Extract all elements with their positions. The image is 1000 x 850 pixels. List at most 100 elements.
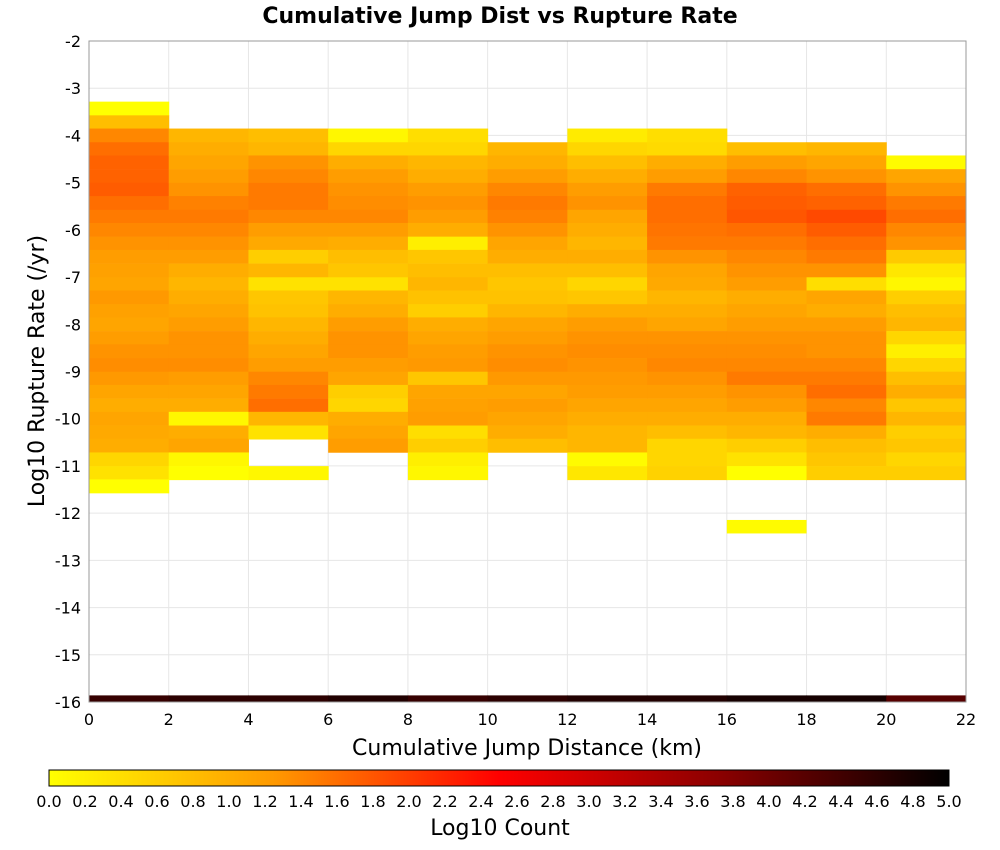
heatmap-cell [647, 331, 728, 346]
heatmap-cell [168, 263, 249, 278]
heatmap-cell [726, 290, 808, 305]
heatmap-cell [647, 304, 728, 319]
heatmap-cell [168, 128, 249, 143]
heatmap-cell [726, 452, 808, 467]
heatmap-cell [487, 411, 568, 426]
heatmap-cell [567, 695, 648, 702]
heatmap-cell [487, 182, 568, 197]
heatmap-cell [647, 290, 728, 305]
heatmap-cell [407, 384, 489, 399]
colorbar-tick-label: 3.0 [576, 792, 601, 811]
heatmap-cell [806, 452, 887, 467]
heatmap-cell [407, 304, 489, 319]
heatmap-cell [726, 425, 808, 440]
heatmap-cell [886, 344, 967, 359]
heatmap-cell [248, 155, 329, 170]
heatmap-cell [248, 142, 329, 157]
heatmap-cell [806, 358, 887, 372]
heatmap-cell [407, 398, 489, 413]
heatmap-cell [647, 398, 728, 413]
heatmap-cell [487, 209, 568, 224]
heatmap-cell [886, 155, 967, 170]
y-tick-label: -16 [55, 693, 81, 712]
colorbar-tick-label: 4.2 [792, 792, 817, 811]
heatmap-cell [407, 263, 489, 278]
colorbar-tick-label: 4.6 [864, 792, 889, 811]
heatmap-cell [726, 344, 808, 359]
heatmap-cell [886, 182, 967, 197]
heatmap-cell [168, 304, 249, 319]
heatmap-cell [726, 384, 808, 399]
colorbar-tick-label: 3.2 [612, 792, 637, 811]
heatmap-cell [567, 182, 648, 197]
colorbar-tick-label: 4.4 [828, 792, 853, 811]
heatmap-cell [168, 452, 249, 467]
heatmap-cell [647, 249, 728, 264]
heatmap-cell [886, 466, 967, 481]
heatmap-cell [567, 358, 648, 372]
heatmap-cell [89, 317, 170, 332]
heatmap-cell [248, 425, 329, 440]
heatmap-cell [89, 358, 170, 372]
heatmap-cell [248, 182, 329, 197]
heatmap-cell [726, 371, 808, 386]
heatmap-cell [726, 196, 808, 211]
heatmap-cell [407, 438, 489, 453]
colorbar-tick-label: 3.4 [648, 792, 673, 811]
heatmap-cell [647, 411, 728, 426]
heatmap-cell [168, 155, 249, 170]
heatmap-cell [248, 317, 329, 332]
heatmap-cell [726, 155, 808, 170]
x-tick-label: 0 [84, 710, 94, 729]
heatmap-cell [886, 263, 967, 278]
heatmap-cell [886, 331, 967, 346]
heatmap-cell [328, 438, 409, 453]
x-tick-label: 20 [876, 710, 896, 729]
heatmap-cell [647, 209, 728, 224]
heatmap-cell [726, 277, 808, 292]
heatmap-cell [168, 344, 249, 359]
heatmap-cell [726, 411, 808, 426]
heatmap-cell [487, 317, 568, 332]
heatmap-cell [168, 371, 249, 386]
y-tick-label: -4 [65, 126, 81, 145]
heatmap-cell [726, 249, 808, 264]
x-tick-label: 4 [243, 710, 253, 729]
heatmap-cell [487, 169, 568, 184]
heatmap-cell [89, 304, 170, 319]
heatmap-cell [328, 128, 409, 143]
heatmap-cell [567, 290, 648, 305]
heatmap-cell [407, 344, 489, 359]
heatmap-cell [487, 331, 568, 346]
y-tick-label: -12 [55, 504, 81, 523]
heatmap-cell [168, 425, 249, 440]
heatmap-cell [168, 222, 249, 237]
heatmap-cell [248, 398, 329, 413]
heatmap-cell [407, 290, 489, 305]
heatmap-cell [487, 358, 568, 372]
heatmap-cell [726, 317, 808, 332]
x-tick-label: 10 [477, 710, 497, 729]
heatmap-cell [726, 331, 808, 346]
heatmap-cell [647, 182, 728, 197]
heatmap-cell [487, 196, 568, 211]
heatmap-cell [248, 371, 329, 386]
heatmap-cell [806, 236, 887, 251]
heatmap-cell [726, 695, 808, 702]
heatmap-cell [248, 249, 329, 264]
heatmap-cell [407, 425, 489, 440]
heatmap-cell [567, 331, 648, 346]
heatmap-cell [89, 331, 170, 346]
heatmap-cell [168, 182, 249, 197]
heatmap-cell [806, 398, 887, 413]
heatmap-cell [328, 169, 409, 184]
heatmap-cell [89, 344, 170, 359]
heatmap-cell [806, 169, 887, 184]
colorbar-tick-label: 0.4 [108, 792, 133, 811]
x-tick-label: 2 [164, 710, 174, 729]
x-tick-label: 8 [403, 710, 413, 729]
heatmap-cell [886, 196, 967, 211]
x-tick-labels: 0 2 4 6 8 10 12 14 16 18 20 22 [84, 710, 976, 729]
heatmap-cell [567, 344, 648, 359]
heatmap-cell [89, 115, 170, 130]
